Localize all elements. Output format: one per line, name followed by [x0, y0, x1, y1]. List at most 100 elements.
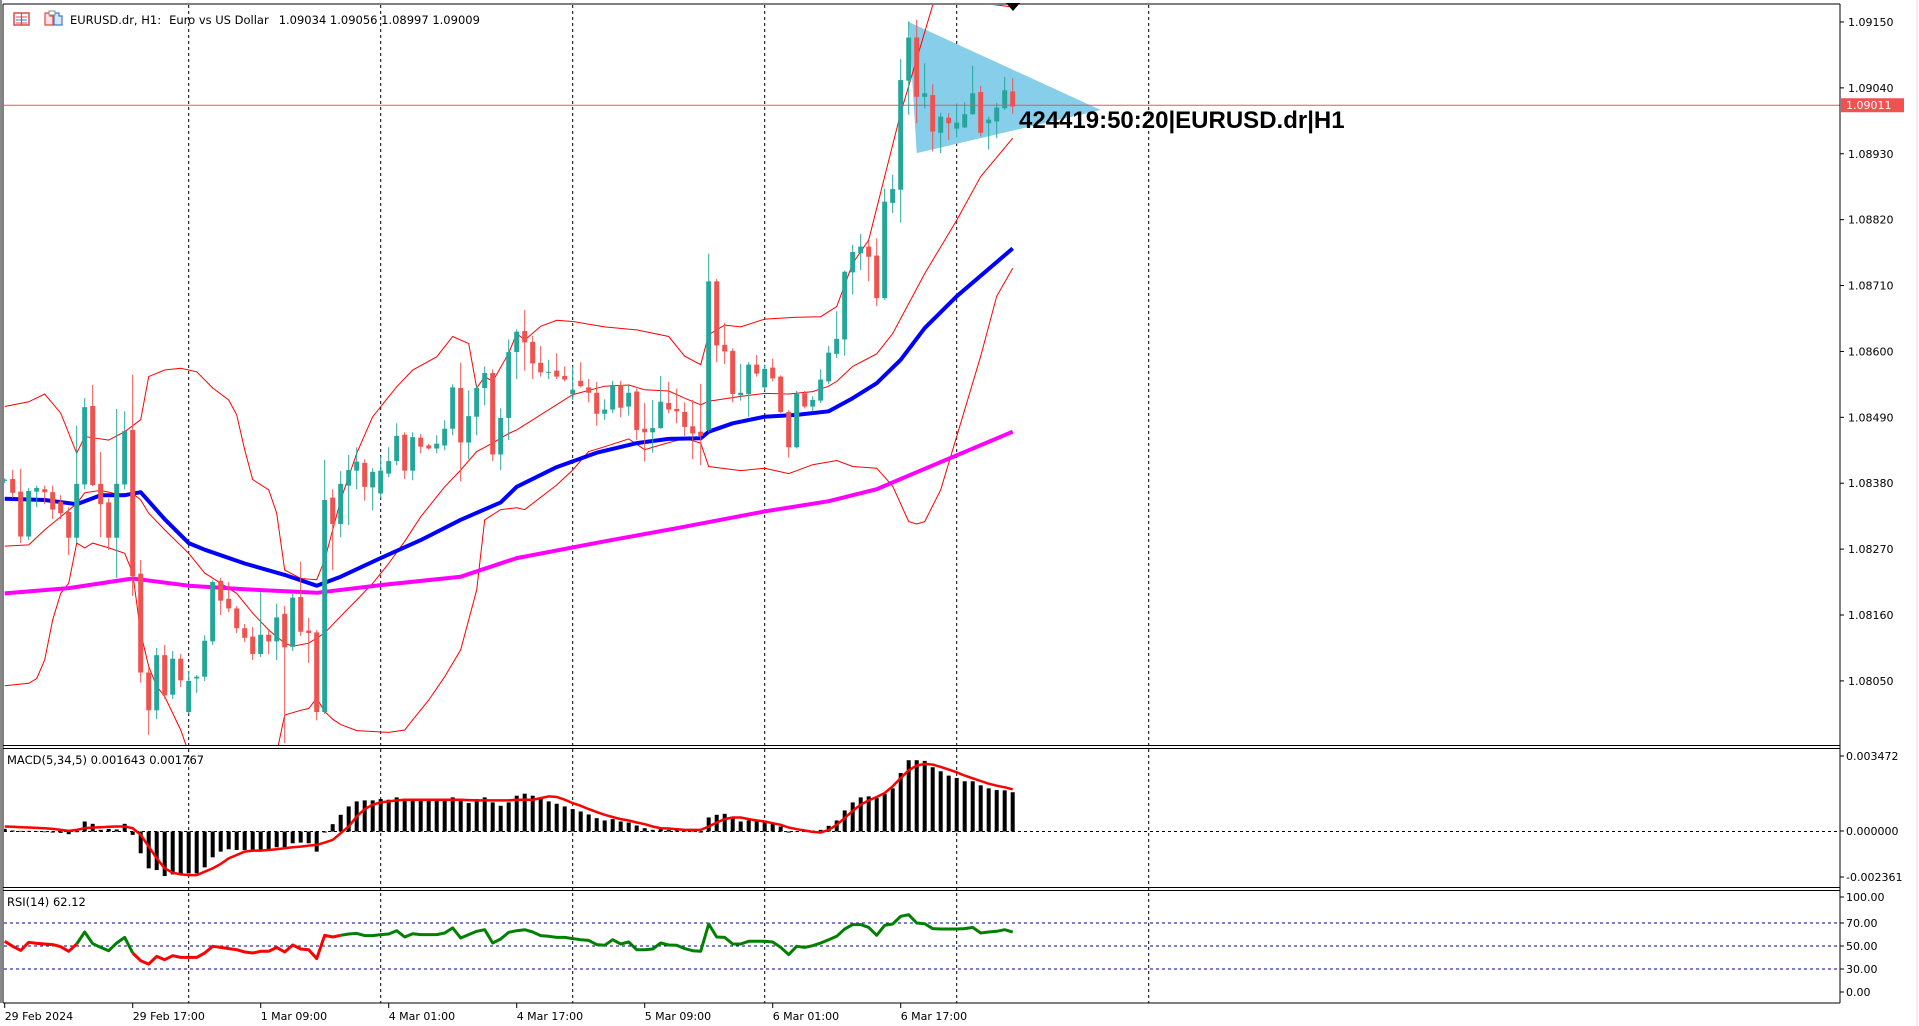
- current-price-tag: 1.09011: [1841, 98, 1904, 113]
- time-tick-label: 4 Mar 17:00: [517, 1010, 583, 1023]
- bearish-candle: [178, 653, 184, 687]
- macd-histogram-bar: [202, 831, 207, 868]
- macd-histogram-bar: [522, 793, 527, 832]
- macd-histogram-bar: [874, 798, 879, 832]
- price-tick-label: 1.08380: [1848, 477, 1894, 490]
- bearish-candle: [690, 399, 696, 460]
- macd-histogram-bar: [154, 831, 159, 871]
- macd-tick-label: 0.000000: [1846, 825, 1899, 838]
- bearish-candle: [802, 390, 808, 409]
- candle-body: [490, 373, 496, 455]
- instrument-icon[interactable]: [44, 10, 63, 26]
- macd-histogram-bar: [66, 831, 71, 835]
- candle-body: [978, 92, 984, 133]
- bullish-candle: [546, 359, 552, 379]
- candle-body: [458, 387, 464, 443]
- macd-histogram-bar: [770, 823, 775, 832]
- candle-body: [26, 491, 32, 537]
- macd-histogram-bar: [146, 831, 151, 869]
- time-tick-label: 5 Mar 09:00: [645, 1010, 711, 1023]
- macd-histogram-bar: [890, 788, 895, 832]
- macd-tick-label: 0.003472: [1846, 750, 1899, 763]
- macd-histogram-bar: [986, 788, 991, 832]
- candle-body: [74, 483, 80, 538]
- rsi-tick-label: 30.00: [1846, 963, 1878, 976]
- macd-histogram-bar: [642, 828, 647, 832]
- rsi-panel[interactable]: [4, 913, 1840, 970]
- price-tick-label: 1.08050: [1848, 675, 1894, 688]
- bullish-candle: [570, 366, 576, 400]
- candle-body: [594, 392, 600, 414]
- price-tick-label: 1.08820: [1848, 214, 1894, 227]
- bullish-candle: [906, 21, 912, 115]
- macd-histogram-bar: [746, 820, 751, 832]
- candle-body: [194, 676, 200, 679]
- bullish-candle: [994, 102, 1000, 139]
- candle-body: [418, 437, 424, 447]
- bollinger-lower-band: [4, 267, 1014, 745]
- bullish-candle: [850, 244, 856, 295]
- chart-grid-icon[interactable]: [13, 12, 30, 26]
- bearish-candle: [594, 381, 600, 426]
- price-axis[interactable]: 1.09150 1.09040 1.08930 1.08820 1.08710 1.086…: [1840, 16, 1894, 688]
- macd-panel[interactable]: [3, 760, 1840, 877]
- macd-histogram-bar: [418, 799, 423, 832]
- macd-histogram-bar: [634, 825, 639, 832]
- macd-histogram-bar: [546, 801, 551, 832]
- candle-body: [690, 426, 696, 434]
- chart-shift-marker-icon[interactable]: [1006, 3, 1020, 11]
- bullish-candle: [346, 455, 352, 526]
- candle-body: [314, 632, 320, 713]
- candle-body: [570, 389, 576, 394]
- macd-histogram-bar: [4, 828, 7, 832]
- bullish-candle: [450, 384, 456, 436]
- candle-body: [42, 489, 48, 493]
- rsi-axis: 100.00 70.00 50.00 30.00 0.00: [1840, 891, 1885, 999]
- candle-body: [922, 93, 928, 97]
- macd-histogram-bar: [474, 799, 479, 832]
- macd-histogram-bar: [498, 805, 503, 832]
- candle-body: [706, 281, 712, 430]
- bullish-candle: [738, 364, 744, 401]
- time-tick-label: 29 Feb 2024: [5, 1010, 73, 1023]
- candle-body: [66, 511, 72, 538]
- candle-body: [386, 461, 392, 474]
- candle-body: [394, 435, 400, 462]
- bullish-candle: [210, 580, 216, 645]
- candle-body: [754, 364, 760, 374]
- bearish-candle: [978, 86, 984, 137]
- price-tick-label: 1.08490: [1848, 411, 1894, 424]
- bullish-candle: [434, 435, 440, 454]
- macd-histogram-bar: [346, 806, 351, 832]
- candle-body: [482, 373, 488, 388]
- bullish-candle: [826, 346, 832, 385]
- candle-body: [330, 497, 336, 524]
- main-price-panel[interactable]: [2, 0, 1840, 801]
- candle-body: [898, 80, 904, 190]
- candle-body: [402, 434, 408, 471]
- candle-body: [554, 370, 560, 377]
- bearish-candle: [490, 369, 496, 462]
- rsi-line-segment: [75, 930, 135, 954]
- macd-histogram-bar: [466, 803, 471, 832]
- macd-histogram-bar: [1002, 790, 1007, 832]
- candle-body: [122, 431, 128, 485]
- symbol-description: Euro vs US Dollar: [169, 13, 269, 27]
- bullish-candle: [882, 188, 888, 300]
- candle-body: [802, 393, 808, 407]
- bearish-candle: [874, 238, 880, 306]
- bullish-candle: [1002, 77, 1008, 111]
- macd-histogram-bar: [970, 781, 975, 832]
- candle-body: [506, 352, 512, 418]
- candle-body: [578, 380, 584, 387]
- macd-histogram-bar: [626, 822, 631, 832]
- bollinger-middle-band: [4, 137, 1014, 647]
- macd-histogram-bar: [442, 799, 447, 832]
- time-axis[interactable]: 29 Feb 2024 29 Feb 17:00 1 Mar 09:00 4 Mar …: [4, 1003, 967, 1023]
- bearish-candle: [162, 644, 168, 699]
- candle-body: [842, 271, 848, 340]
- bullish-candle: [386, 447, 392, 478]
- macd-tick-label: -0.002361: [1846, 871, 1902, 884]
